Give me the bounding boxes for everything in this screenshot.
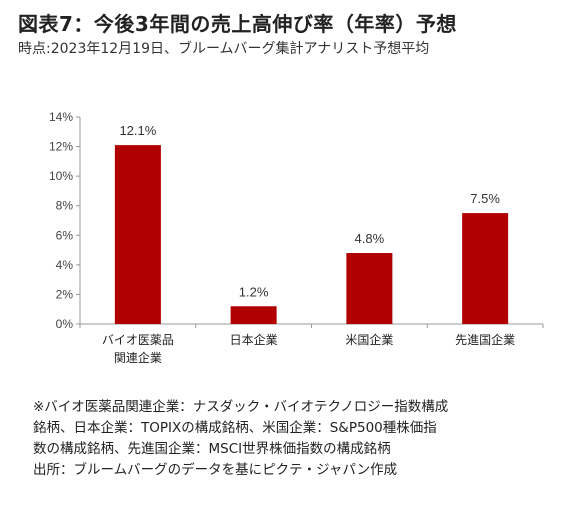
y-tick-label: 0% [56,317,74,331]
y-tick-label: 4% [56,258,74,272]
footnote-line: 出所：ブルームバーグのデータを基にピクテ・ジャパン作成 [33,462,398,478]
category-label: バイオ医薬品 [102,333,174,347]
y-tick-label: 6% [56,228,74,242]
data-label: 1.2% [239,284,269,299]
bar [230,306,277,324]
bar [114,145,161,324]
category-label: 関連企業 [114,350,162,365]
category-label: 先進国企業 [455,332,515,347]
y-tick-label: 14% [49,110,73,124]
data-label: 12.1% [119,123,156,138]
chart-title: 図表7：今後3年間の売上高伸び率（年率）予想 [18,12,457,36]
y-tick-label: 12% [49,140,73,154]
data-label: 7.5% [470,191,500,206]
category-label: 日本企業 [230,332,278,347]
category-label: 米国企業 [345,332,393,347]
y-tick-label: 2% [56,287,74,301]
y-tick-label: 10% [49,169,73,183]
footnote-line: ※バイオ医薬品関連企業：ナスダック・バイオテクノロジー指数構成 [33,399,449,415]
y-tick-label: 8% [56,199,74,213]
data-label: 4.8% [355,231,385,246]
footnote-line: 銘柄、日本企業：TOPIXの構成銘柄、米国企業：S&P500種株価指 [33,420,437,436]
chart-subtitle: 時点:2023年12月19日、ブルームバーグ集計アナリスト予想平均 [18,41,430,57]
footnote-line: 数の構成銘柄、先進国企業：MSCI世界株価指数の構成銘柄 [33,441,391,457]
bar [346,253,393,324]
footnotes: ※バイオ医薬品関連企業：ナスダック・バイオテクノロジー指数構成 銘柄、日本企業：… [33,397,553,481]
bar [462,213,509,324]
